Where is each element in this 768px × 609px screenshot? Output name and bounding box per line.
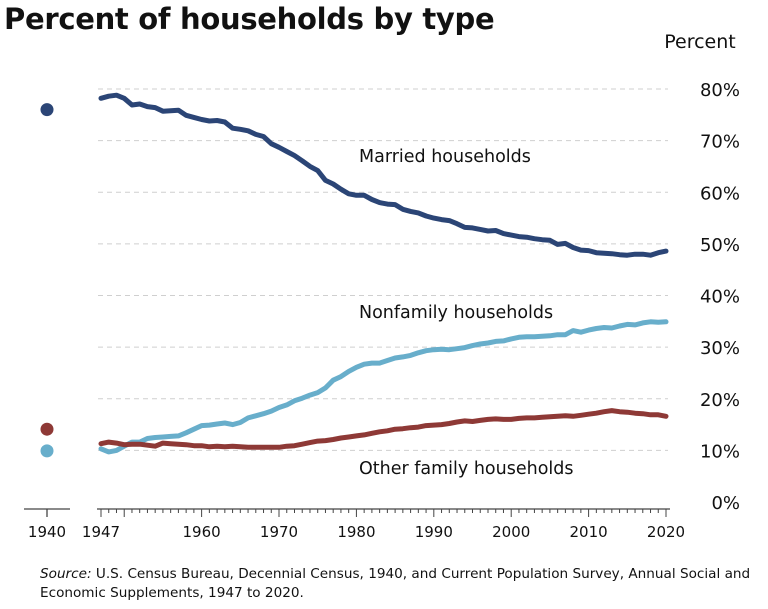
x-tick-label: 1940 (28, 523, 66, 541)
line-chart: Percent 0%10%20%30%40%50%60%70%80% 1940 1… (24, 31, 740, 541)
x-tick-label: 1990 (415, 523, 453, 541)
point-1940-married (40, 103, 54, 117)
annotation-married: Married households (359, 147, 531, 167)
series-lines (98, 92, 669, 455)
point-1940-nonfamily (40, 444, 54, 458)
series-line-other (98, 408, 669, 450)
annotations: Married households Nonfamily households Ot… (359, 147, 574, 479)
y-tick-label: 70% (700, 132, 740, 153)
y-axis-label: Percent (664, 31, 736, 53)
annotation-other: Other family households (359, 459, 574, 479)
y-tick-labels: 0% 10% 20% 30% 40% 50% 60% 70% 80% (700, 80, 740, 514)
annotation-nonfamily: Nonfamily households (359, 303, 553, 323)
y-tick-label: 30% (700, 338, 740, 359)
x-tick-label: 2010 (570, 523, 608, 541)
y-tick-label: 50% (700, 235, 740, 256)
source-label: Source: (40, 566, 92, 582)
x-tick-label: 1980 (337, 523, 375, 541)
x-axis: 1940 1947 1960 1970 1980 1990 2000 2010 2020 (24, 508, 685, 541)
y-tick-label: 0% (711, 493, 740, 514)
series-1940-points (40, 103, 54, 458)
x-tick-label: 2000 (492, 523, 530, 541)
x-tick-label: 1947 (82, 523, 120, 541)
series-line-nonfamily (98, 319, 669, 455)
x-tick-label: 2020 (647, 523, 685, 541)
x-tick-label: 1960 (183, 523, 221, 541)
series-line-married (98, 92, 669, 258)
y-tick-label: 10% (700, 441, 740, 462)
y-tick-label: 60% (700, 183, 740, 204)
gridlines (98, 88, 668, 451)
y-tick-label: 80% (700, 80, 740, 101)
source-text: U.S. Census Bureau, Decennial Census, 19… (40, 566, 751, 601)
point-1940-other (40, 422, 54, 436)
y-tick-label: 20% (700, 390, 740, 411)
x-tick-label: 1970 (260, 523, 298, 541)
y-tick-label: 40% (700, 287, 740, 308)
chart-title: Percent of households by type (4, 2, 495, 36)
source-note: Source: U.S. Census Bureau, Decennial Ce… (40, 565, 760, 603)
